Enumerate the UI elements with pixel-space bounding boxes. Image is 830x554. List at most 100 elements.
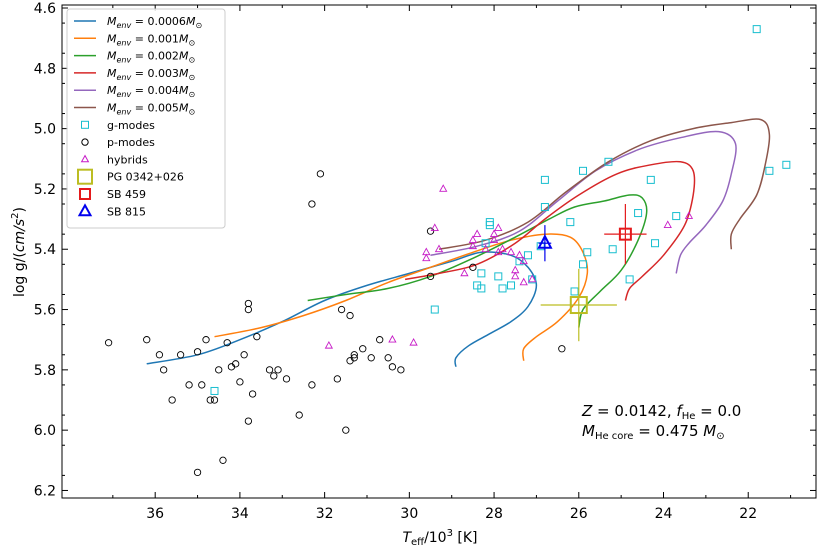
legend-box xyxy=(66,8,226,229)
legend-swatch-sb459 xyxy=(79,188,91,200)
legend-label-track-1: Menv = 0.0006M⊙ xyxy=(107,15,202,30)
hybrid-point xyxy=(494,223,503,231)
model-annotation: Z = 0.0142, fHe = 0.0 MHe core = 0.475 M… xyxy=(581,402,741,442)
x-axis-title: Teff/103 [K] xyxy=(402,528,477,548)
p-mode-point xyxy=(202,336,210,344)
legend-label-marker-3: hybrids xyxy=(107,153,148,166)
highlighted-stars xyxy=(537,204,647,342)
p-mode-point xyxy=(253,333,261,341)
p-mode-point xyxy=(337,305,346,314)
g-mode-point xyxy=(477,269,486,278)
hybrid-point xyxy=(422,253,431,262)
legend-swatch-pg0342 xyxy=(77,168,93,185)
data-markers xyxy=(104,25,791,477)
p-mode-point xyxy=(104,339,113,347)
hybrid-point xyxy=(439,184,448,192)
legend-label-track-5: Menv = 0.004M⊙ xyxy=(107,84,195,99)
p-mode-point xyxy=(215,366,223,374)
hybrid-point xyxy=(409,337,418,346)
p-mode-point xyxy=(346,311,354,320)
g-mode-point xyxy=(523,251,532,260)
p-mode-point xyxy=(176,351,185,359)
y-tick-label: 5.2 xyxy=(34,182,56,198)
x-tick-label: 30 xyxy=(400,506,418,522)
x-tick-label: 24 xyxy=(655,506,673,522)
g-mode-point xyxy=(507,281,516,290)
y-tick-label: 4.8 xyxy=(34,61,56,77)
g-mode-point xyxy=(634,209,643,218)
y-tick-label: 5.6 xyxy=(34,303,56,319)
track-line-3 xyxy=(307,194,648,328)
legend-label-marker-6: SB 815 xyxy=(107,205,146,218)
plot-frame xyxy=(61,4,817,499)
legend-label-track-3: Menv = 0.002M⊙ xyxy=(107,50,195,65)
g-mode-point xyxy=(625,275,634,284)
x-tick-label: 22 xyxy=(739,506,757,522)
p-mode-point xyxy=(198,381,206,389)
p-mode-point xyxy=(143,336,151,344)
g-mode-point xyxy=(485,218,494,227)
g-mode-point xyxy=(579,166,588,175)
g-mode-point xyxy=(494,272,503,281)
p-mode-point xyxy=(308,200,316,208)
p-mode-point xyxy=(316,170,325,178)
p-mode-point xyxy=(232,360,240,368)
legend-label-marker-4: PG 0342+026 xyxy=(107,171,184,184)
p-mode-point xyxy=(388,363,397,371)
p-mode-point xyxy=(308,381,316,389)
hybrid-point xyxy=(460,268,469,277)
p-mode-point xyxy=(160,366,168,374)
p-mode-point xyxy=(155,351,164,359)
hybrid-point xyxy=(434,244,444,253)
g-mode-point xyxy=(672,212,681,221)
star-marker-sb815 xyxy=(537,234,553,249)
g-mode-point xyxy=(604,157,613,166)
x-tick-label: 26 xyxy=(570,506,588,522)
g-mode-point xyxy=(570,287,579,296)
p-mode-point xyxy=(359,345,367,353)
p-mode-point xyxy=(469,263,477,271)
legend-label-marker-1: g-modes xyxy=(107,119,155,132)
p-mode-point xyxy=(240,351,248,359)
p-mode-point xyxy=(350,351,358,359)
hybrid-point xyxy=(388,334,397,343)
legend-label-track-6: Menv = 0.005M⊙ xyxy=(107,102,195,117)
hybrid-point xyxy=(511,271,520,280)
p-mode-point xyxy=(244,417,253,425)
g-mode-point xyxy=(752,25,761,34)
hybrid-point xyxy=(506,247,516,256)
g-mode-point xyxy=(765,166,774,175)
p-mode-point xyxy=(219,456,227,464)
x-tick-label: 34 xyxy=(231,506,249,522)
g-mode-point xyxy=(782,160,791,169)
legend-swatch-p-modes xyxy=(81,138,89,146)
p-mode-point xyxy=(367,354,375,362)
y-tick-label: 6.2 xyxy=(34,483,56,499)
p-mode-point xyxy=(223,339,231,347)
hybrid-point xyxy=(498,244,507,253)
hybrid-point xyxy=(515,250,524,259)
annotation-line-1: Z = 0.0142, fHe = 0.0 xyxy=(581,402,741,422)
hybrid-point xyxy=(528,274,537,283)
g-mode-point xyxy=(583,248,592,257)
g-mode-point xyxy=(566,218,575,227)
g-mode-point xyxy=(579,260,588,269)
p-mode-point xyxy=(350,354,358,362)
annotation-line-2: MHe core = 0.475 M⊙ xyxy=(582,422,725,442)
g-mode-point xyxy=(646,175,655,184)
p-mode-point xyxy=(193,468,202,477)
star-marker-pg0342 xyxy=(569,296,588,315)
p-mode-point xyxy=(193,348,202,356)
legend-swatch-hybrids xyxy=(80,154,90,163)
legend: Menv = 0.0006M⊙ Menv = 0.001M⊙ Menv = 0.00… xyxy=(66,8,226,229)
p-mode-point xyxy=(333,375,341,383)
p-mode-point xyxy=(282,375,291,383)
y-tick-label: 5.4 xyxy=(34,242,56,258)
p-mode-point xyxy=(295,411,303,419)
hybrid-point xyxy=(684,211,694,219)
legend-label-marker-2: p-modes xyxy=(107,136,155,149)
g-mode-point xyxy=(608,245,617,254)
p-mode-point xyxy=(210,396,219,404)
g-mode-point xyxy=(430,305,439,314)
